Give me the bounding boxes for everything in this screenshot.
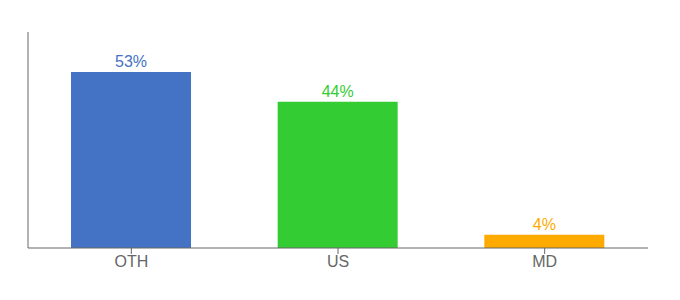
svg-text:53%: 53% (115, 53, 147, 70)
svg-text:MD: MD (532, 253, 557, 270)
svg-text:4%: 4% (533, 216, 556, 233)
svg-text:OTH: OTH (114, 253, 148, 270)
svg-text:44%: 44% (322, 83, 354, 100)
svg-text:US: US (327, 253, 349, 270)
